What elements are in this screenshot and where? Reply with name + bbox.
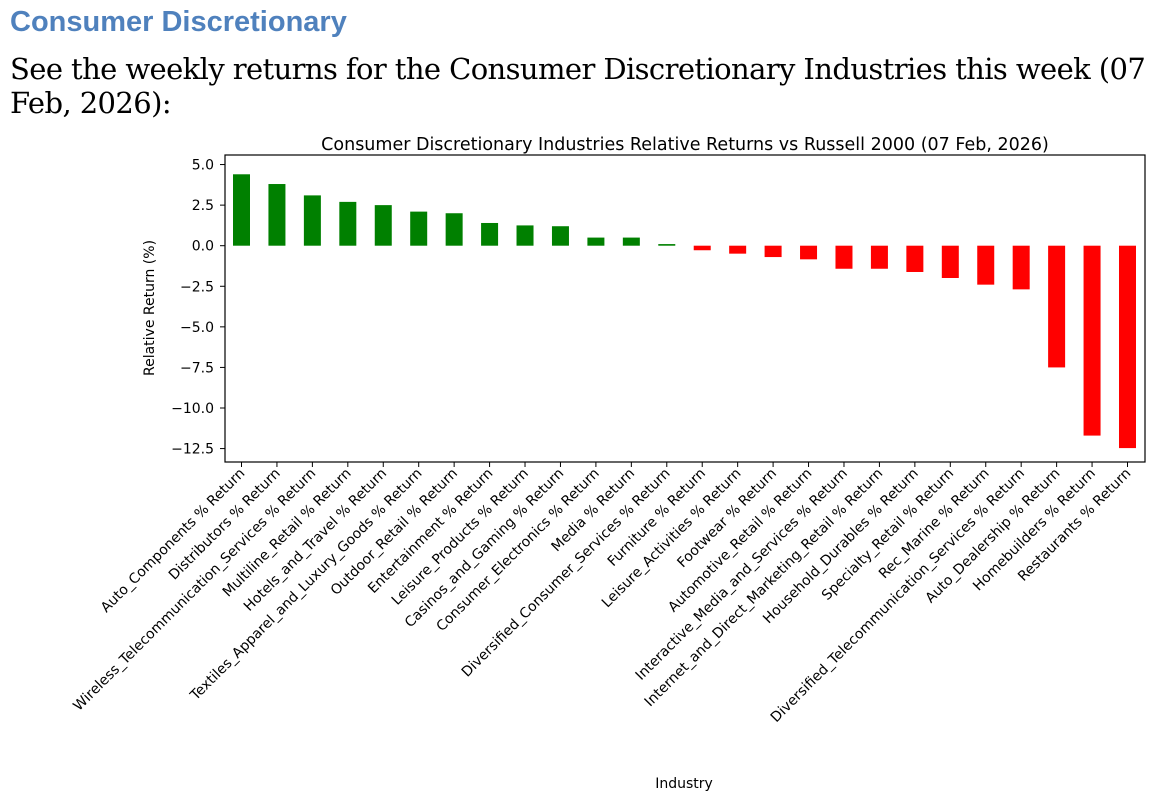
bar [516,225,534,246]
bar [1012,245,1030,290]
bar [800,245,818,260]
x-axis-label: Industry [655,776,713,792]
plot-frame [224,154,1146,463]
bar [233,174,250,246]
y-tick-label: 5.0 [192,158,214,174]
bar [835,245,853,269]
bar [870,245,888,269]
section-heading: Consumer Discretionary [10,6,347,38]
bar [339,201,357,246]
y-tick-label: 2.5 [192,198,214,214]
bar [693,245,711,251]
bar [410,211,428,246]
bar [374,205,392,246]
y-axis-label: Relative Return (%) [142,240,158,376]
bar [481,222,499,246]
y-tick-label: 0.0 [192,239,214,255]
y-tick-label: −7.5 [180,360,214,376]
bar [268,184,286,246]
bar [1048,245,1066,368]
y-tick-label: −12.5 [171,442,214,458]
y-tick-label: −5.0 [180,320,214,336]
bar [729,245,747,254]
bar [551,226,569,246]
bar [303,195,321,246]
y-tick-label: −2.5 [180,279,214,295]
bar [941,245,959,278]
bar [445,213,463,246]
intro-text: See the weekly returns for the Consumer … [10,52,1146,120]
bar [1119,245,1136,449]
bar [587,237,605,246]
y-tick-label: −10.0 [171,401,214,417]
bar [977,245,995,285]
bar [622,237,640,246]
bar [764,245,782,258]
bar [1083,245,1101,436]
chart-title: Consumer Discretionary Industries Relati… [321,135,1049,155]
x-tick-label: Wireless_Telecommunication_Services % Re… [70,466,319,715]
bar [906,245,924,272]
bar [658,244,676,246]
